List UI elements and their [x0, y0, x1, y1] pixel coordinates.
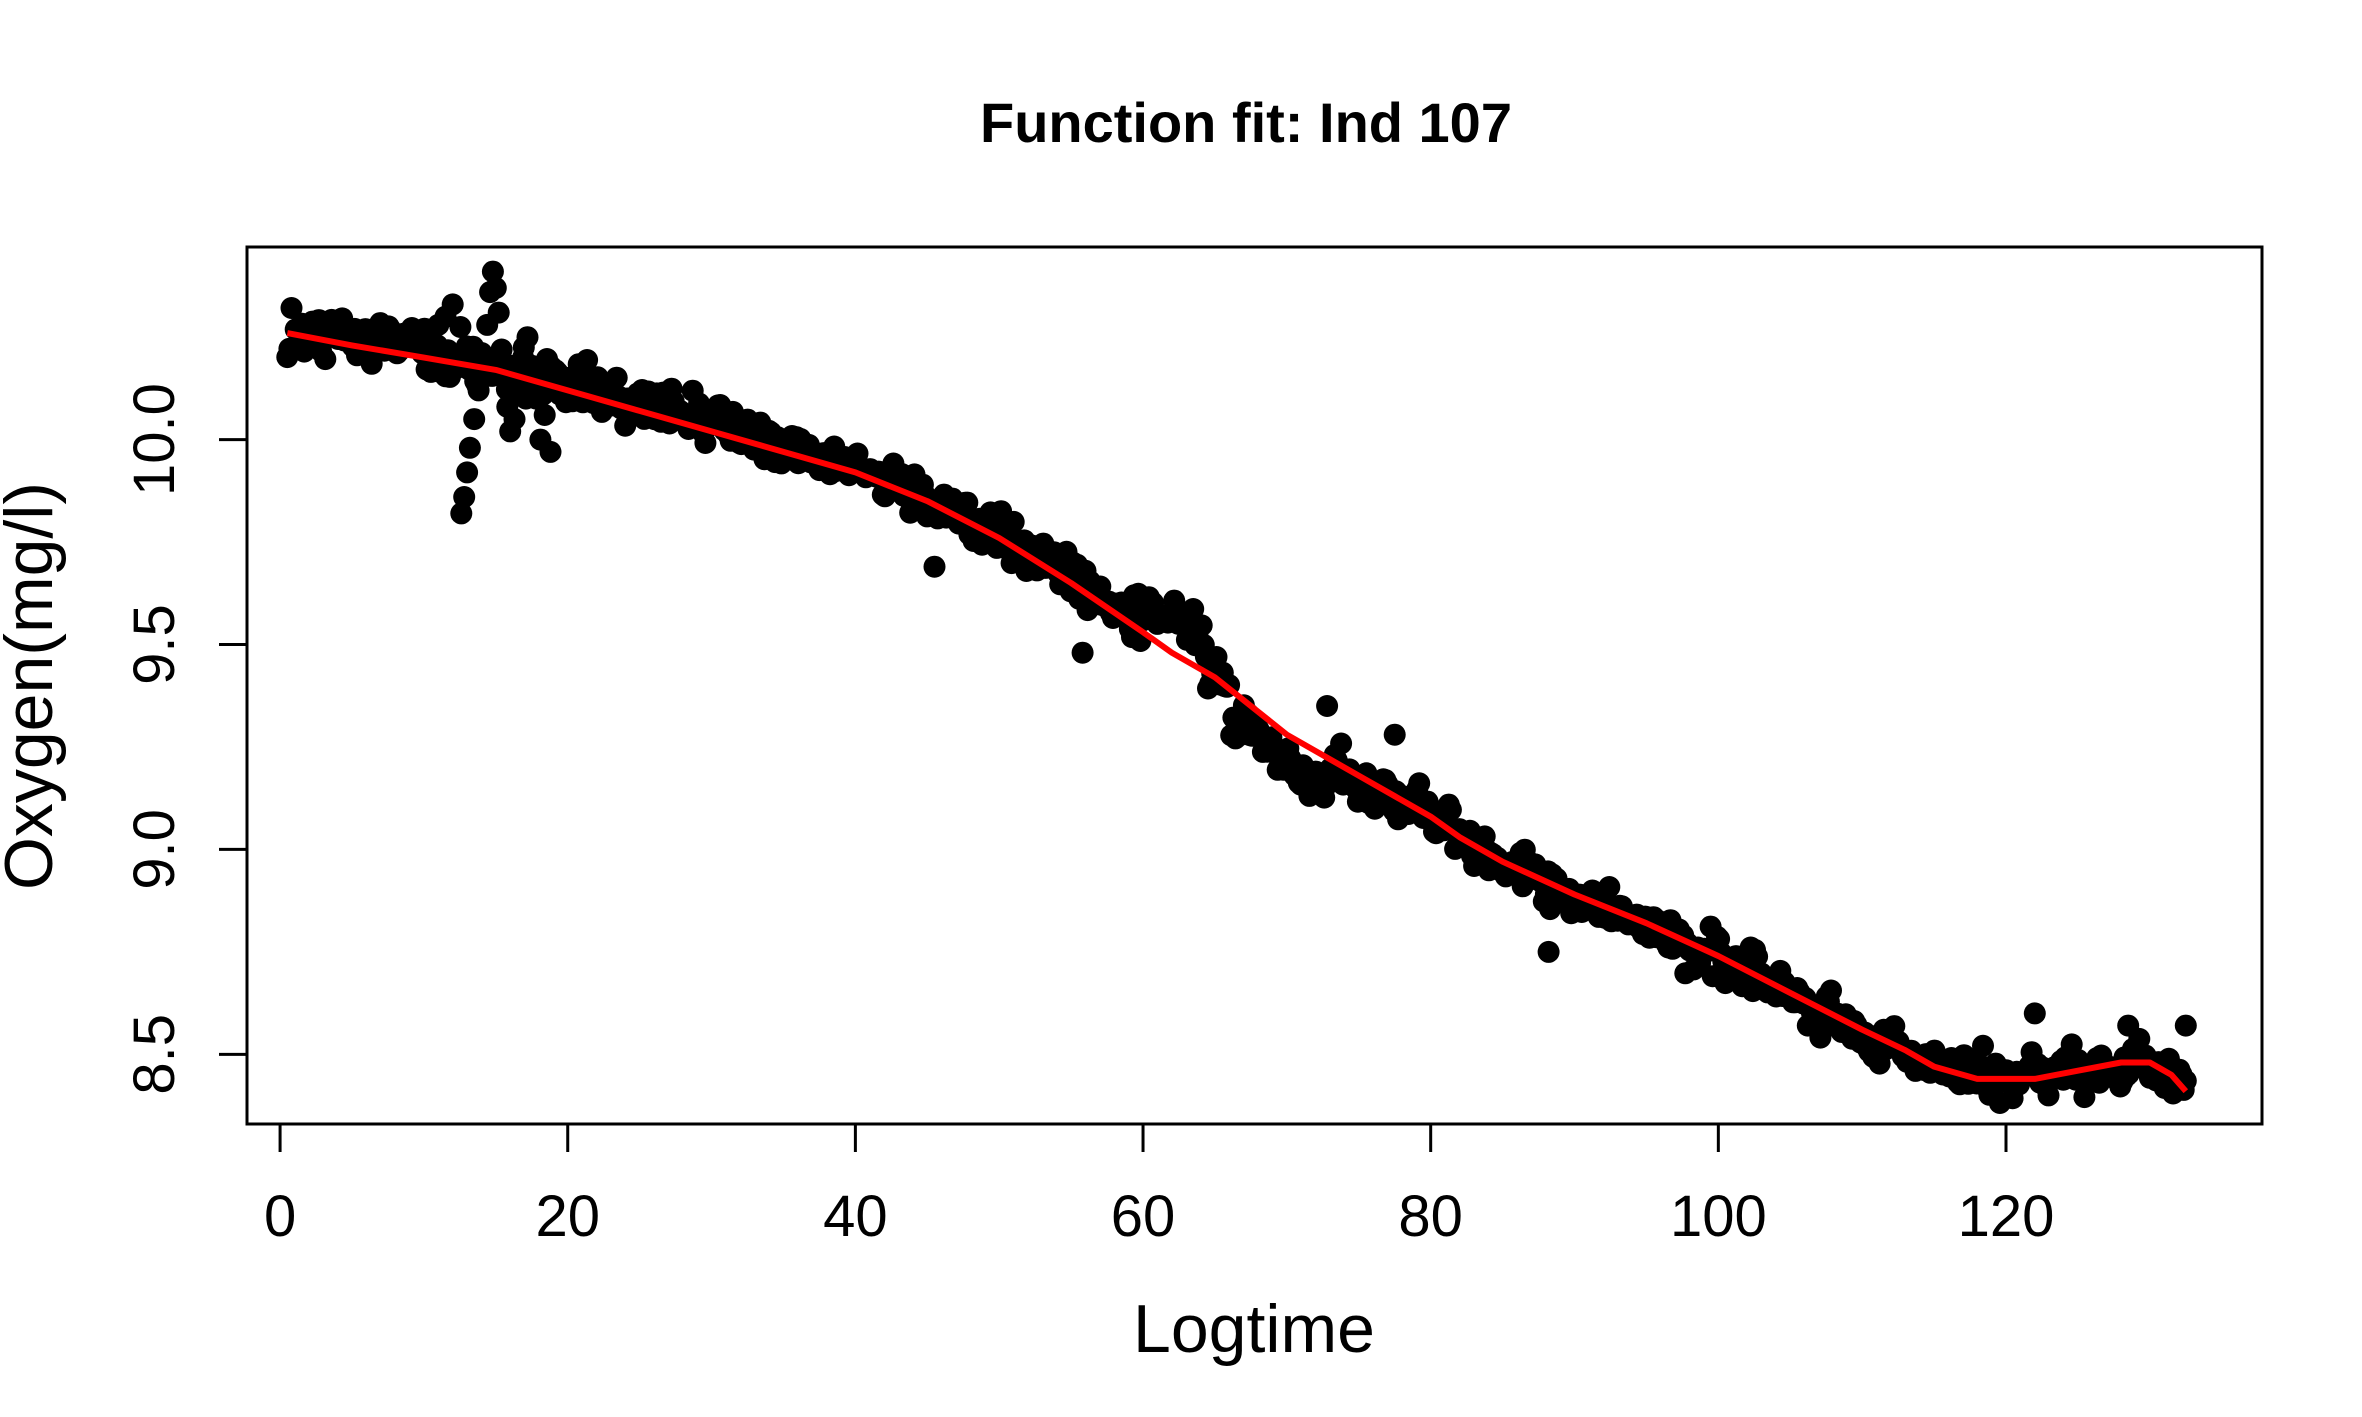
data-point	[1002, 510, 1025, 533]
data-point	[314, 348, 337, 371]
chart-title: Function fit: Ind 107	[980, 91, 1512, 154]
x-tick-label: 20	[535, 1184, 600, 1249]
data-point	[520, 354, 543, 377]
data-point	[2117, 1014, 2140, 1037]
data-point	[467, 379, 490, 402]
data-point	[539, 440, 562, 463]
data-point	[2037, 1084, 2060, 1107]
y-axis: 8.5 9.0 9.5 10.0	[122, 383, 249, 1095]
data-point	[503, 408, 526, 431]
data-point	[688, 392, 711, 415]
data-point	[899, 501, 922, 524]
data-point	[1190, 614, 1213, 637]
x-axis: 0 20 40 60 80 100 120	[264, 1122, 2055, 1249]
data-point	[923, 555, 946, 578]
data-point	[441, 293, 464, 316]
data-point	[694, 432, 717, 454]
data-point	[1330, 732, 1353, 755]
data-point	[2174, 1014, 2197, 1037]
data-point	[516, 326, 539, 349]
x-tick-label: 40	[823, 1184, 888, 1249]
x-tick-label: 100	[1670, 1184, 1767, 1249]
data-point	[1537, 940, 1560, 963]
data-point	[280, 297, 303, 319]
data-point	[1746, 945, 1769, 968]
fit-line	[286, 330, 2189, 1094]
data-point	[481, 260, 504, 283]
data-point	[1383, 723, 1406, 746]
data-point	[2023, 1002, 2046, 1025]
x-tick-label: 80	[1398, 1184, 1463, 1249]
data-point	[2073, 1086, 2096, 1109]
x-tick-label: 60	[1111, 1184, 1176, 1249]
data-point	[1598, 876, 1621, 898]
data-point	[507, 379, 530, 402]
data-point	[1316, 695, 1339, 717]
data-point	[487, 301, 510, 324]
data-point	[1408, 772, 1431, 795]
data-point	[1439, 798, 1462, 821]
data-point	[458, 436, 481, 459]
y-tick-label: 9.5	[122, 604, 187, 685]
data-point	[525, 387, 548, 410]
y-axis-label: Oxygen(mg/l)	[0, 482, 67, 890]
data-point	[576, 349, 599, 371]
data-point	[471, 346, 494, 369]
x-tick-label: 0	[264, 1184, 296, 1249]
data-point	[453, 486, 476, 508]
data-point	[427, 313, 450, 336]
y-tick-label: 10.0	[122, 383, 187, 496]
data-point	[605, 366, 628, 389]
data-point	[1972, 1034, 1994, 1057]
data-point	[956, 491, 979, 514]
data-point	[533, 404, 556, 426]
y-tick-label: 8.5	[122, 1014, 187, 1095]
data-point	[1820, 979, 1842, 1002]
x-tick-label: 120	[1958, 1184, 2055, 1249]
data-point	[1182, 598, 1205, 620]
data-point	[463, 408, 486, 431]
data-point	[450, 502, 473, 525]
data-point	[490, 338, 513, 361]
data-point	[1071, 641, 1094, 664]
data-point	[456, 461, 479, 484]
data-point	[846, 442, 869, 465]
y-tick-label: 9.0	[122, 809, 187, 890]
x-axis-label: Logtime	[1133, 1291, 1375, 1367]
data-point	[484, 277, 507, 299]
